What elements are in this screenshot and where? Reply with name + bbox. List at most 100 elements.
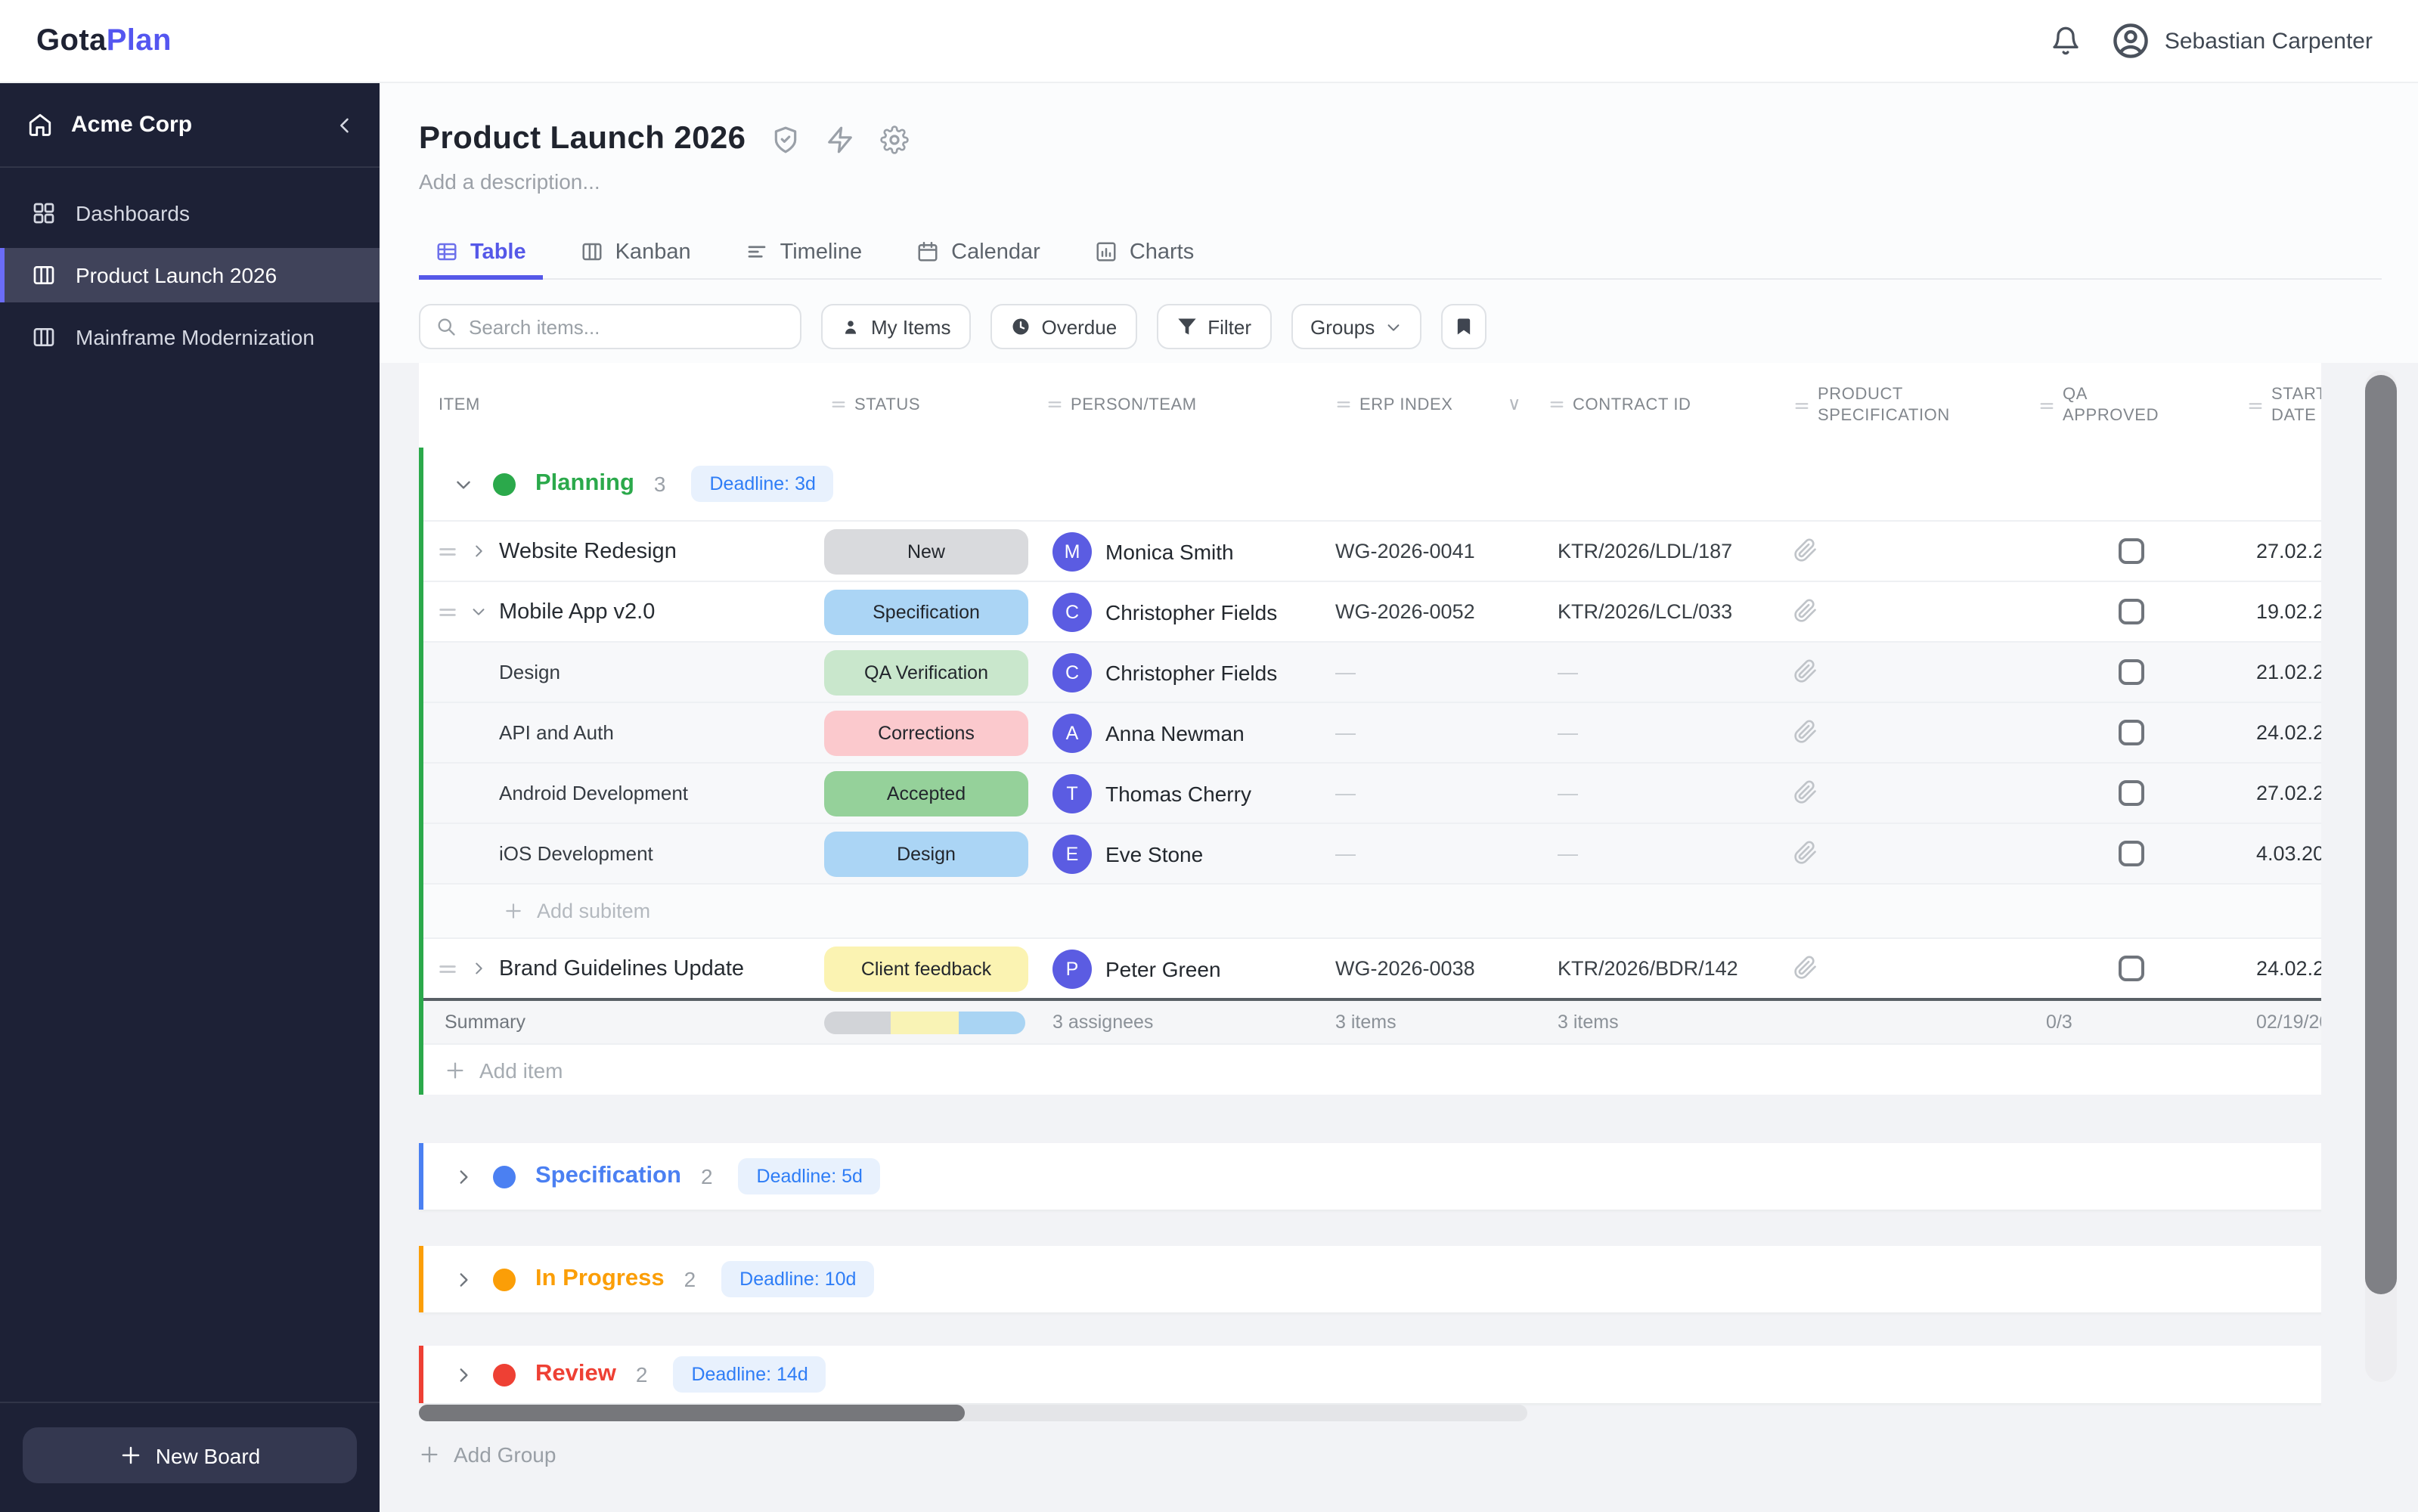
person-cell[interactable]: A Anna Newman	[1034, 713, 1323, 752]
start-date-cell[interactable]: 24.02.2026	[2256, 721, 2321, 744]
qa-checkbox[interactable]	[2118, 659, 2144, 685]
column-header-qa-approved[interactable]: QA APPROVED	[2026, 383, 2235, 426]
sidebar-item-mainframe-modernization[interactable]: Mainframe Modernization	[0, 310, 380, 364]
status-badge[interactable]: Accepted	[824, 770, 1028, 816]
add-subitem-button[interactable]: Add subitem	[423, 883, 2321, 937]
qa-checkbox[interactable]	[2118, 780, 2144, 806]
status-badge[interactable]: Client feedback	[824, 946, 1028, 991]
start-date-cell[interactable]: 27.02.2026	[2256, 782, 2321, 804]
table-subitem-row[interactable]: Design QA Verification C Christopher Fiel…	[423, 641, 2321, 702]
table-row[interactable]: Brand Guidelines Update Client feedback …	[423, 937, 2321, 998]
contract-id-cell[interactable]: —	[1558, 842, 1578, 865]
user-menu[interactable]: Sebastian Carpenter	[2112, 21, 2373, 60]
paperclip-icon[interactable]	[1793, 539, 1818, 563]
tab-calendar[interactable]: Calendar	[900, 229, 1057, 279]
expand-group-icon[interactable]	[454, 1269, 473, 1289]
item-name[interactable]: Android Development	[499, 782, 689, 804]
person-cell[interactable]: C Christopher Fields	[1034, 652, 1323, 692]
qa-checkbox[interactable]	[2118, 720, 2144, 745]
person-cell[interactable]: P Peter Green	[1034, 949, 1323, 988]
person-cell[interactable]: M Monica Smith	[1034, 531, 1323, 571]
group-in-progress[interactable]: In Progress 2 Deadline: 10d	[419, 1246, 2321, 1312]
tab-timeline[interactable]: Timeline	[729, 229, 879, 279]
group-name[interactable]: Specification	[535, 1163, 681, 1188]
paperclip-icon[interactable]	[1793, 841, 1818, 866]
start-date-cell[interactable]: 19.02.2026	[2256, 600, 2321, 623]
tab-charts[interactable]: Charts	[1078, 229, 1211, 279]
qa-checkbox[interactable]	[2118, 538, 2144, 564]
column-menu-chevron-icon[interactable]: ∨	[1507, 393, 1521, 415]
tab-kanban[interactable]: Kanban	[564, 229, 708, 279]
column-header-product-specification[interactable]: PRODUCT SPECIFICATION	[1781, 383, 2026, 426]
start-date-cell[interactable]: 24.02.2026	[2256, 957, 2321, 980]
person-cell[interactable]: C Christopher Fields	[1034, 592, 1323, 631]
sidebar-item-product-launch-2026[interactable]: Product Launch 2026	[0, 248, 380, 302]
item-name[interactable]: Mobile App v2.0	[499, 600, 656, 624]
contract-id-cell[interactable]: —	[1558, 721, 1578, 744]
my-items-button[interactable]: My Items	[821, 304, 971, 349]
add-group-button[interactable]: Add Group	[419, 1439, 2321, 1470]
group-name[interactable]: Planning	[535, 470, 634, 496]
drag-handle-icon[interactable]	[437, 958, 458, 979]
column-header-erp-index[interactable]: ERP INDEX ∨	[1323, 393, 1536, 417]
status-badge[interactable]: New	[824, 528, 1028, 574]
paperclip-icon[interactable]	[1793, 956, 1818, 981]
column-header-status[interactable]: STATUS	[818, 395, 1034, 417]
qa-checkbox[interactable]	[2118, 599, 2144, 624]
table-subitem-row[interactable]: Android Development Accepted T Thomas Che…	[423, 762, 2321, 823]
paperclip-icon[interactable]	[1793, 600, 1818, 624]
item-name[interactable]: Brand Guidelines Update	[499, 956, 745, 981]
table-row[interactable]: Mobile App v2.0 Specification C Christoph…	[423, 581, 2321, 641]
drag-handle-icon[interactable]	[437, 601, 458, 622]
notifications-button[interactable]	[2051, 26, 2082, 56]
contract-id-cell[interactable]: —	[1558, 661, 1578, 683]
collapse-group-icon[interactable]	[454, 474, 473, 494]
erp-index-cell[interactable]: WG-2026-0038	[1335, 957, 1475, 980]
group-specification[interactable]: Specification 2 Deadline: 5d	[419, 1143, 2321, 1210]
drag-handle-icon[interactable]	[437, 541, 458, 562]
paperclip-icon[interactable]	[1793, 781, 1818, 805]
contract-id-cell[interactable]: KTR/2026/BDR/142	[1558, 957, 1738, 980]
horizontal-scrollbar-thumb[interactable]	[419, 1405, 965, 1421]
column-header-person-team[interactable]: PERSON/TEAM	[1034, 395, 1323, 417]
erp-index-cell[interactable]: WG-2026-0041	[1335, 540, 1475, 562]
workspace-switcher[interactable]: Acme Corp	[0, 83, 380, 168]
table-subitem-row[interactable]: API and Auth Corrections A Anna Newman — …	[423, 702, 2321, 762]
shield-check-icon[interactable]	[771, 125, 800, 153]
vertical-scrollbar[interactable]	[2365, 370, 2397, 1382]
collapse-row-icon[interactable]	[470, 603, 487, 620]
filter-button[interactable]: Filter	[1156, 304, 1271, 349]
start-date-cell[interactable]: 4.03.2026	[2256, 842, 2321, 865]
search-input[interactable]	[469, 315, 785, 338]
person-cell[interactable]: E Eve Stone	[1034, 834, 1323, 873]
erp-index-cell[interactable]: —	[1335, 782, 1356, 804]
saved-views-button[interactable]	[1441, 304, 1487, 349]
start-date-cell[interactable]: 27.02.2026	[2256, 540, 2321, 562]
group-review[interactable]: Review 2 Deadline: 14d	[419, 1346, 2321, 1403]
expand-group-icon[interactable]	[454, 1167, 473, 1186]
contract-id-cell[interactable]: KTR/2026/LDL/187	[1558, 540, 1733, 562]
qa-checkbox[interactable]	[2118, 841, 2144, 866]
erp-index-cell[interactable]: —	[1335, 842, 1356, 865]
add-item-button[interactable]: Add item	[423, 1043, 2321, 1095]
item-name[interactable]: Website Redesign	[499, 539, 677, 563]
board-description-placeholder[interactable]: Add a description...	[419, 169, 600, 194]
sidebar-item-dashboards[interactable]: Dashboards	[0, 186, 380, 240]
groups-button[interactable]: Groups	[1291, 304, 1422, 349]
contract-id-cell[interactable]: KTR/2026/LCL/033	[1558, 600, 1733, 623]
status-badge[interactable]: QA Verification	[824, 649, 1028, 695]
group-name[interactable]: Review	[535, 1361, 616, 1387]
overdue-button[interactable]: Overdue	[990, 304, 1137, 349]
erp-index-cell[interactable]: —	[1335, 661, 1356, 683]
paperclip-icon[interactable]	[1793, 720, 1818, 745]
collapse-sidebar-icon[interactable]	[334, 114, 355, 135]
expand-group-icon[interactable]	[454, 1365, 473, 1384]
automations-icon[interactable]	[826, 125, 854, 153]
column-header-start-date[interactable]: START DATE	[2235, 383, 2321, 426]
item-name[interactable]: Design	[499, 661, 560, 683]
expand-row-icon[interactable]	[470, 543, 487, 559]
group-name[interactable]: In Progress	[535, 1266, 665, 1291]
item-name[interactable]: API and Auth	[499, 721, 614, 744]
person-cell[interactable]: T Thomas Cherry	[1034, 773, 1323, 813]
item-name[interactable]: iOS Development	[499, 842, 653, 865]
